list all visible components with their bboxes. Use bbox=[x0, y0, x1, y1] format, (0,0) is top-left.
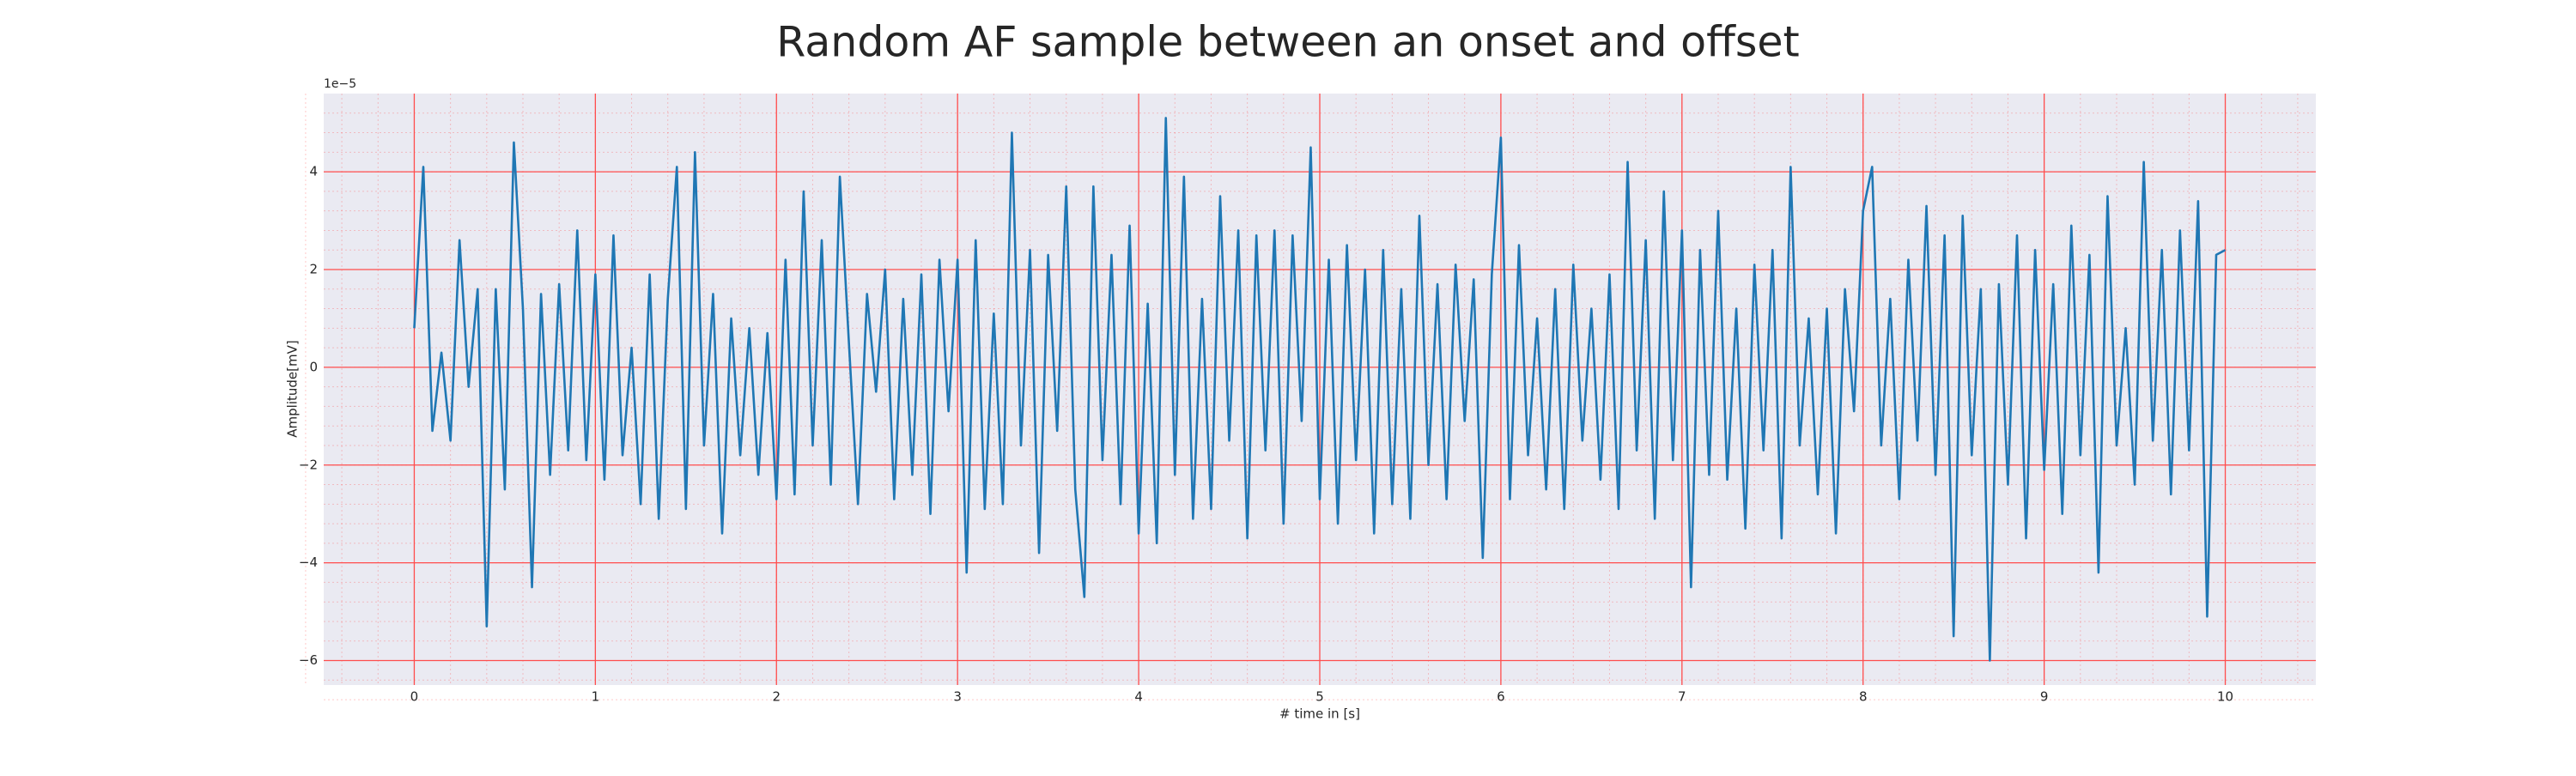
x-tick-label: 10 bbox=[2217, 689, 2233, 705]
y-tick-label: −6 bbox=[299, 652, 318, 668]
x-tick-label: 1 bbox=[592, 689, 600, 705]
x-tick-label: 2 bbox=[772, 689, 781, 705]
x-tick-label: 4 bbox=[1134, 689, 1143, 705]
x-tick-label: 3 bbox=[953, 689, 962, 705]
y-offset-label: 1e−5 bbox=[324, 77, 356, 91]
y-axis-label: Amplitude[mV] bbox=[285, 340, 301, 437]
x-tick-label: 8 bbox=[1859, 689, 1868, 705]
x-tick-label: 7 bbox=[1678, 689, 1686, 705]
y-tick-label: −2 bbox=[299, 457, 318, 472]
x-tick-label: 0 bbox=[410, 689, 419, 705]
signal-line bbox=[413, 117, 2227, 662]
y-tick-label: 4 bbox=[309, 164, 318, 179]
x-tick-label: 6 bbox=[1497, 689, 1505, 705]
x-tick-label: 5 bbox=[1315, 689, 1324, 705]
x-axis-label: # time in [s] bbox=[1279, 706, 1360, 722]
y-tick-label: 2 bbox=[309, 261, 318, 276]
y-tick-label: 0 bbox=[309, 359, 318, 374]
x-tick-label: 9 bbox=[2040, 689, 2049, 705]
chart-title: Random AF sample between an onset and of… bbox=[776, 18, 1799, 67]
y-tick-label: −4 bbox=[299, 555, 318, 570]
